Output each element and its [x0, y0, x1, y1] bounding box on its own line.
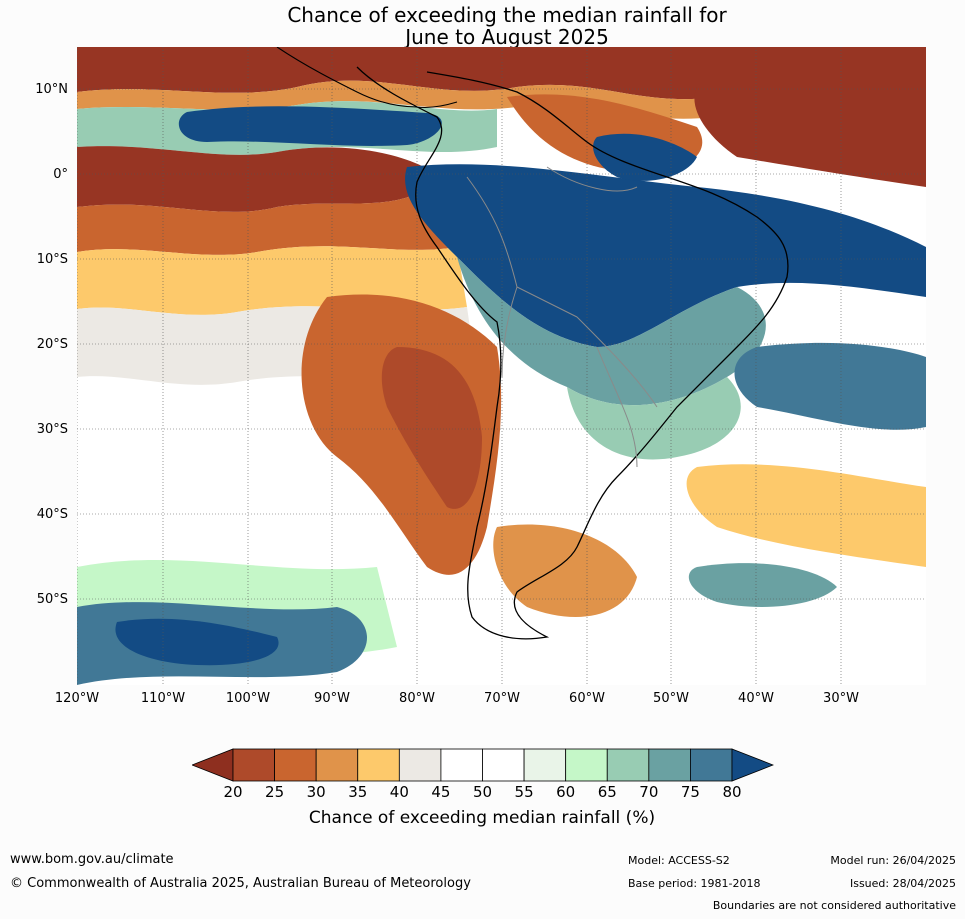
region-southern-ocean-wet-core — [115, 618, 279, 666]
model-run-text: Model run: 26/04/2025 — [830, 854, 956, 867]
colorbar-cells — [232, 748, 733, 782]
colorbar-tick-label: 25 — [265, 783, 285, 801]
region-south-atlantic-wet-patch — [688, 563, 837, 607]
region-south-atlantic-wet — [734, 342, 926, 430]
colorbar — [192, 748, 774, 782]
title-line-2: June to August 2025 — [405, 25, 609, 49]
lon-label-100w: 100°W — [225, 691, 271, 706]
colorbar-cell — [523, 748, 567, 782]
colorbar-cell — [357, 748, 400, 782]
colorbar-cell — [274, 748, 317, 782]
colorbar-cell — [232, 748, 275, 782]
colorbar-cell — [565, 748, 608, 782]
colorbar-tick-label: 45 — [431, 783, 451, 801]
colorbar-label: Chance of exceeding median rainfall (%) — [308, 808, 656, 828]
colorbar-tick-label: 35 — [348, 783, 368, 801]
south-america-coastline — [356, 66, 789, 640]
map-title: Chance of exceeding the median rainfall … — [0, 4, 965, 48]
colorbar-cell — [398, 748, 442, 782]
colorbar-cell — [440, 748, 483, 782]
lon-label-80w: 80°W — [399, 691, 435, 706]
lat-label-50s: 50°S — [36, 592, 68, 607]
colorbar-cell — [648, 748, 691, 782]
issued-text: Issued: 28/04/2025 — [849, 877, 956, 890]
colorbar-tick-label: 20 — [223, 783, 243, 801]
rainfall-map-svg — [77, 47, 926, 685]
region-north-pacific-dry — [77, 47, 926, 100]
colorbar-high-extend — [731, 748, 774, 782]
lon-label-60w: 60°W — [569, 691, 605, 706]
title-line-1: Chance of exceeding the median rainfall … — [287, 3, 727, 27]
model-text: Model: ACCESS-S2 — [628, 854, 730, 867]
region-amazon-wet — [405, 164, 926, 347]
lat-label-10n: 10°N — [35, 82, 68, 97]
region-tropical-atlantic-dry — [694, 87, 926, 187]
colorbar-tick-label: 40 — [389, 783, 409, 801]
graticule — [77, 47, 926, 685]
region-tropical-pacific-dry — [77, 146, 437, 212]
base-period-text: Base period: 1981-2018 — [628, 877, 761, 890]
lon-label-50w: 50°W — [653, 691, 689, 706]
central-america-coastline — [276, 47, 458, 109]
lon-label-110w: 110°W — [140, 691, 186, 706]
lon-label-90w: 90°W — [314, 691, 350, 706]
colorbar-tick-label: 80 — [722, 783, 742, 801]
colorbar-cell — [690, 748, 733, 782]
region-east-brazil-mixed — [567, 377, 741, 460]
colorbar-tick-label: 75 — [680, 783, 700, 801]
copyright-text: © Commonwealth of Australia 2025, Austra… — [10, 876, 471, 891]
website-link[interactable]: www.bom.gov.au/climate — [10, 852, 174, 867]
colorbar-cell — [315, 748, 359, 782]
lat-label-10s: 10°S — [36, 252, 68, 267]
lon-label-120w: 120°W — [54, 691, 100, 706]
disclaimer-text: Boundaries are not considered authoritat… — [712, 899, 956, 912]
region-caribbean-wet — [593, 133, 697, 181]
lat-label-30s: 30°S — [36, 422, 68, 437]
region-patagonia-atlantic-dry — [493, 524, 637, 617]
region-pacific-dry-fringe — [77, 177, 457, 255]
colorbar-tick-label: 50 — [472, 783, 493, 801]
region-chile-coast-dry-core — [381, 347, 482, 509]
colorbar-tick-label: 70 — [639, 783, 659, 801]
lat-label-40s: 40°S — [36, 507, 68, 522]
colorbar-tick-label: 30 — [306, 783, 326, 801]
country-borders — [466, 166, 658, 468]
colorbar-tick-label: 55 — [514, 783, 534, 801]
region-south-atlantic-mixed — [686, 464, 926, 567]
region-pacific-wet-core — [178, 106, 442, 146]
colorbar-low-extend — [192, 748, 234, 782]
colorbar-tick-label: 65 — [597, 783, 617, 801]
lon-label-40w: 40°W — [738, 691, 774, 706]
region-amazon-wet-fringe — [457, 257, 766, 406]
colorbar-cell — [606, 748, 650, 782]
colorbar-cell — [482, 748, 525, 782]
rainfall-map — [77, 47, 926, 685]
lon-label-70w: 70°W — [484, 691, 520, 706]
lat-label-20s: 20°S — [36, 337, 68, 352]
lon-label-30w: 30°W — [823, 691, 859, 706]
colorbar-tick-label: 60 — [556, 783, 576, 801]
lat-label-0: 0° — [53, 167, 68, 182]
